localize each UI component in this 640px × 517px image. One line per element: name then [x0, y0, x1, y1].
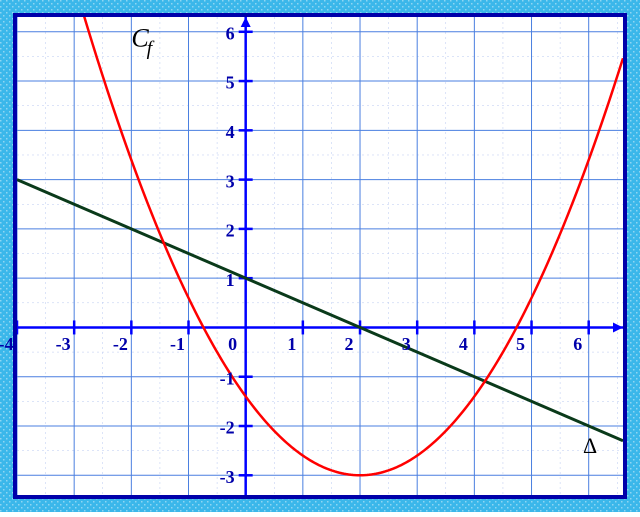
chart-canvas	[0, 0, 640, 512]
xy-function-chart	[0, 0, 640, 517]
